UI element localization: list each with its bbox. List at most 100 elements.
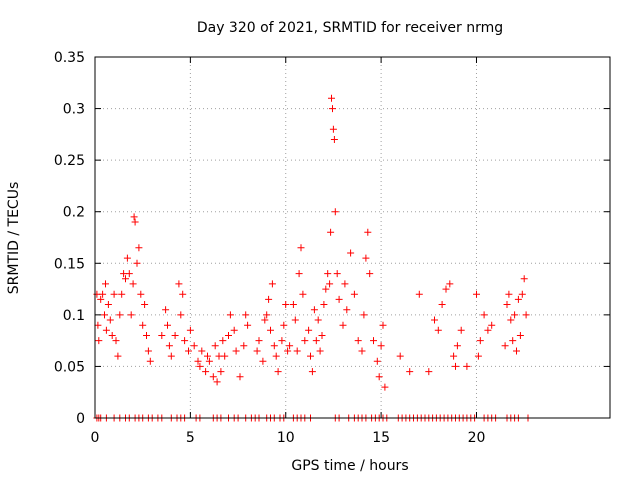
data-point — [291, 316, 299, 324]
data-point — [171, 332, 179, 339]
x-tick-label: 5 — [186, 430, 195, 446]
y-tick-label: 0.15 — [54, 256, 85, 272]
data-point — [167, 352, 175, 360]
data-point — [97, 295, 105, 303]
data-point — [202, 368, 210, 376]
data-point — [320, 301, 328, 308]
data-point — [139, 321, 147, 329]
data-point — [307, 352, 314, 360]
data-point — [375, 373, 383, 381]
data-point — [446, 280, 454, 288]
data-point — [122, 275, 129, 283]
data-point — [259, 357, 267, 365]
data-point — [324, 270, 332, 278]
data-point — [272, 352, 280, 360]
plot-frame — [94, 56, 611, 419]
data-point — [135, 244, 143, 252]
data-point — [434, 326, 442, 334]
data-point — [116, 311, 124, 319]
data-point — [297, 244, 305, 252]
x-tick-label: 15 — [372, 430, 390, 446]
data-point — [305, 326, 313, 334]
data-point — [301, 337, 309, 345]
data-point — [221, 352, 229, 360]
data-point — [137, 290, 145, 298]
data-point — [289, 301, 297, 308]
data-point — [473, 290, 480, 298]
data-point — [339, 321, 347, 329]
data-point — [190, 342, 198, 350]
data-point — [463, 362, 471, 370]
data-point — [415, 290, 423, 298]
data-point — [129, 280, 137, 288]
data-point — [110, 290, 118, 298]
data-point — [268, 280, 276, 288]
data-point — [518, 290, 526, 298]
data-point — [505, 290, 513, 298]
data-point — [406, 368, 414, 376]
data-point — [265, 295, 273, 303]
data-point — [333, 270, 341, 278]
chart-title: Day 320 of 2021, SRMTID for receiver nrm… — [197, 20, 503, 36]
data-point — [162, 306, 170, 314]
data-point — [263, 311, 271, 319]
data-point — [205, 357, 213, 365]
data-point — [513, 347, 520, 355]
data-point — [209, 373, 217, 381]
data-point — [364, 228, 372, 236]
data-point — [230, 326, 238, 334]
data-point — [232, 347, 240, 355]
data-point — [484, 326, 492, 334]
data-point — [179, 290, 187, 298]
data-point — [185, 347, 192, 355]
data-point — [286, 342, 294, 350]
data-point — [509, 337, 517, 345]
data-point — [316, 347, 324, 355]
data-point — [141, 301, 149, 308]
data-point — [373, 357, 381, 365]
data-point — [146, 357, 154, 365]
data-point — [255, 337, 263, 345]
data-point — [507, 316, 515, 324]
data-point — [236, 373, 244, 381]
data-point — [130, 213, 138, 221]
data-point — [381, 383, 389, 391]
data-point — [299, 290, 307, 298]
grid — [95, 57, 610, 418]
data-point — [127, 311, 135, 319]
y-tick-label: 0.2 — [63, 205, 85, 221]
data-point — [308, 368, 316, 376]
data-point — [194, 357, 202, 365]
data-point — [177, 311, 185, 319]
y-tick-label: 0.35 — [54, 50, 85, 66]
data-point — [453, 342, 461, 350]
y-tick-label: 0.1 — [63, 308, 85, 324]
data-point — [133, 259, 141, 267]
data-point — [102, 280, 109, 288]
data-point — [226, 311, 234, 319]
data-point — [431, 316, 438, 324]
x-tick-label: 0 — [91, 430, 100, 446]
data-point — [329, 105, 336, 113]
data-point — [354, 337, 362, 345]
data-point — [253, 347, 261, 355]
data-point — [101, 311, 108, 319]
data-point — [379, 321, 387, 329]
data-point — [104, 301, 112, 308]
data-point — [501, 342, 509, 350]
data-point — [457, 326, 465, 334]
data-point — [164, 321, 171, 329]
y-tick-label: 0.3 — [63, 102, 85, 118]
axis-ticks: 0 0.05 0.1 0.15 0.2 0.25 0.3 0.35 0 5 10 15 20 — [54, 50, 610, 446]
data-point — [328, 94, 335, 102]
data-point — [217, 368, 225, 376]
data-point — [360, 311, 368, 319]
data-point — [158, 332, 166, 339]
data-point — [112, 337, 120, 345]
data-point — [175, 280, 183, 288]
data-point — [322, 285, 330, 293]
data-point — [123, 254, 131, 262]
data-point — [370, 337, 377, 345]
x-axis-label: GPS time / hours — [291, 458, 408, 474]
